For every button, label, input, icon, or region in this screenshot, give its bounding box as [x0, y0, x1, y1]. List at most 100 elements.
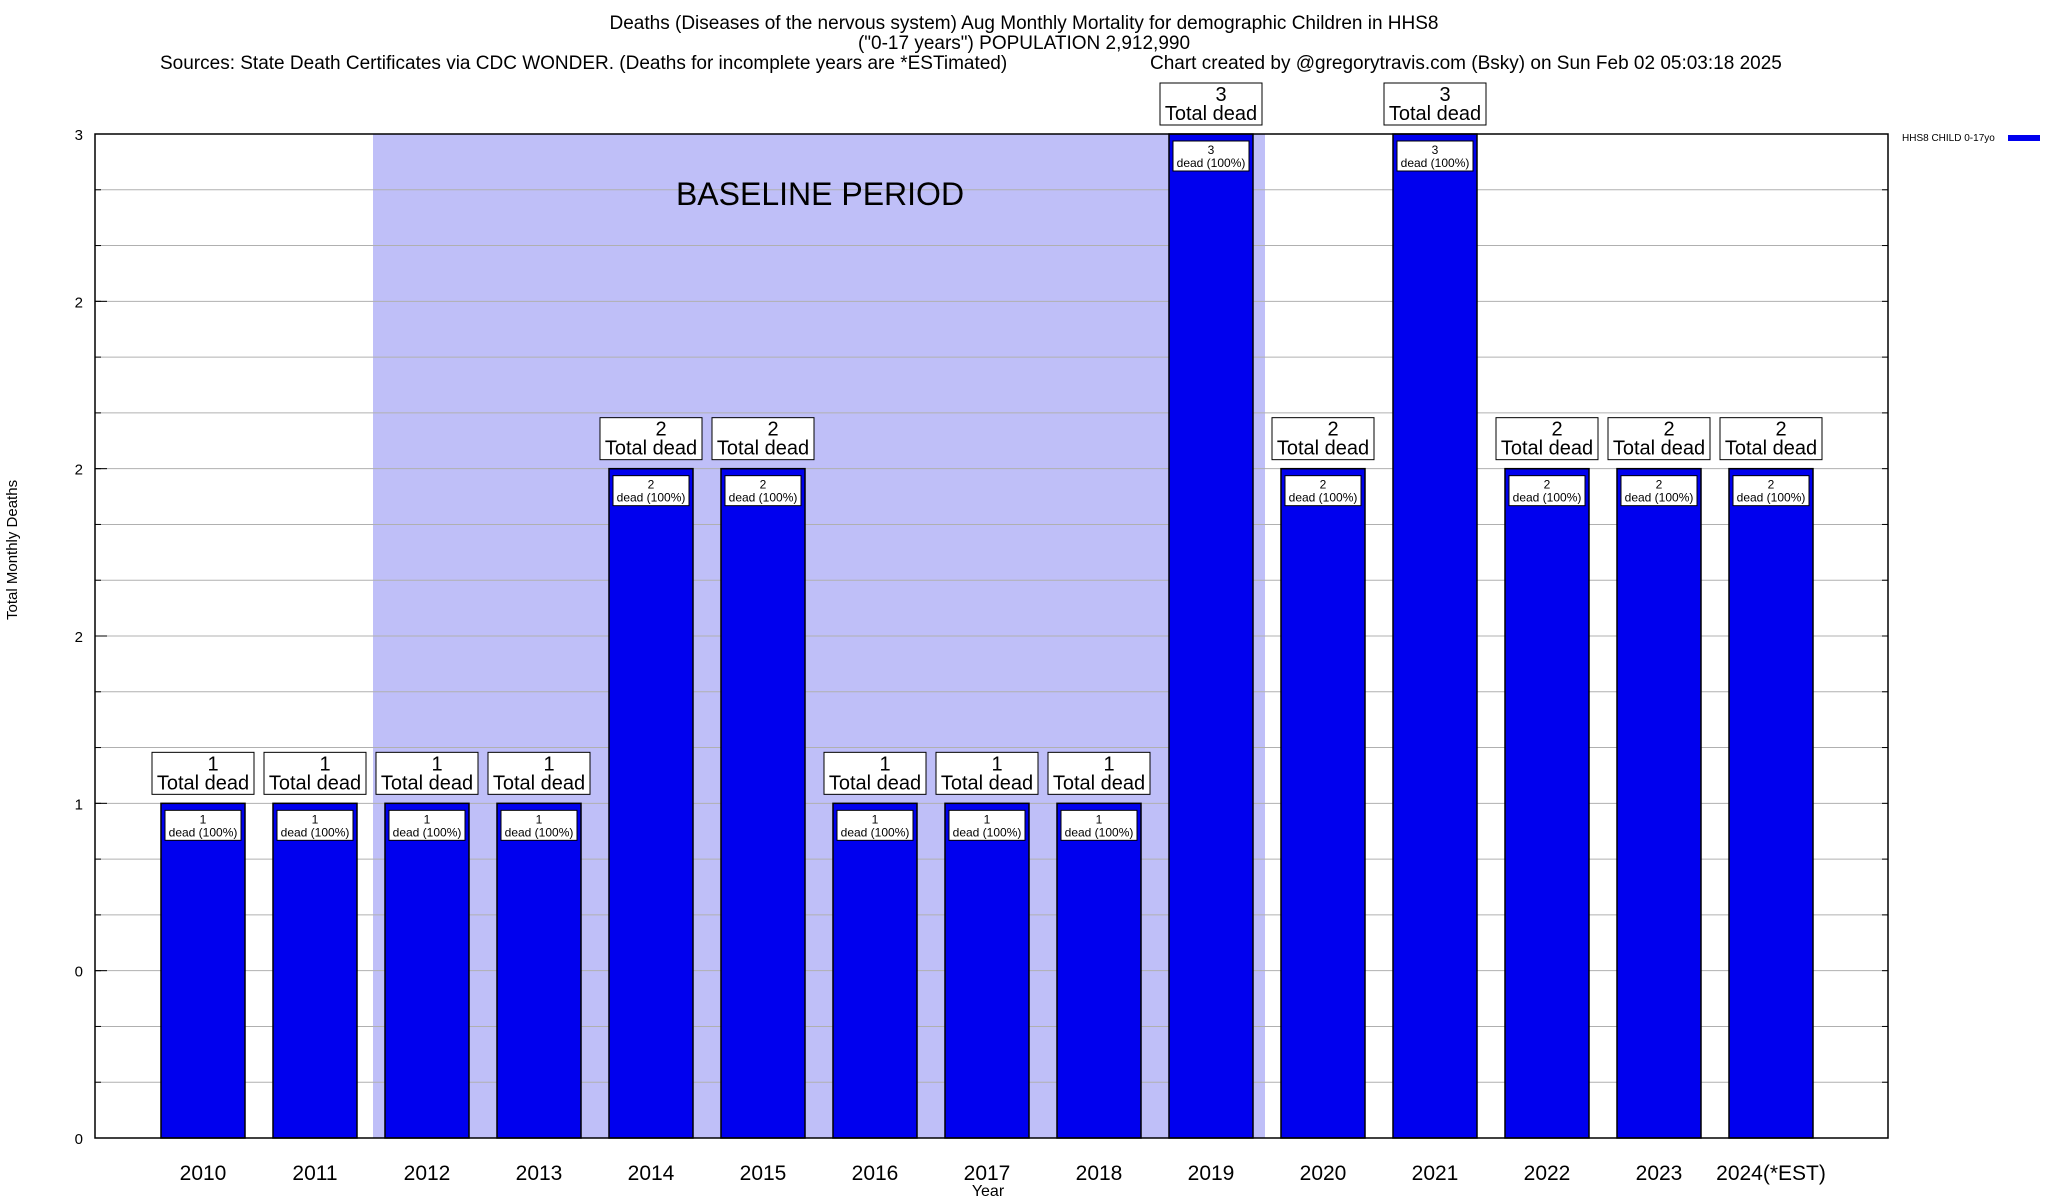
- total-dead-label: Total dead: [1389, 103, 1481, 125]
- y-tick-label: 1: [75, 796, 83, 813]
- bar: [1616, 467, 1702, 1139]
- bar: [1168, 133, 1254, 1139]
- total-dead-label: Total dead: [1053, 772, 1145, 794]
- bar-inner-pct: dead (100%): [953, 825, 1022, 839]
- bar: [720, 467, 806, 1139]
- total-dead-count: 2: [1663, 419, 1674, 441]
- legend-label: HHS8 CHILD 0-17yo: [1902, 133, 1995, 144]
- total-dead-box: [1495, 417, 1599, 461]
- bar-inner-count: 2: [648, 478, 655, 492]
- total-dead-box: [487, 751, 591, 795]
- bar-inner-label-box: [1620, 475, 1698, 507]
- x-tick-label: 2024(*EST): [1716, 1162, 1826, 1185]
- total-dead-box: [375, 751, 479, 795]
- bar: [1504, 467, 1590, 1139]
- total-dead-count: 2: [767, 419, 778, 441]
- total-dead-box: [1607, 417, 1711, 461]
- bar-inner-label-box: [836, 809, 914, 841]
- chart-source: Sources: State Death Certificates via CD…: [160, 53, 1008, 74]
- total-dead-count: 1: [879, 753, 890, 775]
- x-tick-label: 2021: [1412, 1162, 1459, 1185]
- bar: [384, 802, 470, 1139]
- y-tick-label: 2: [75, 294, 83, 311]
- bar-inner-label-box: [500, 809, 578, 841]
- bar-inner-label-box: [388, 809, 466, 841]
- bar-inner-pct: dead (100%): [841, 825, 910, 839]
- bar-inner-label-box: [276, 809, 354, 841]
- x-tick-label: 2012: [404, 1162, 451, 1185]
- bar-inner-count: 2: [760, 478, 767, 492]
- bar-inner-count: 1: [536, 812, 543, 826]
- y-tick-label: 0: [75, 1131, 83, 1148]
- total-dead-count: 1: [431, 753, 442, 775]
- bar: [496, 802, 582, 1139]
- bar-inner-pct: dead (100%): [1177, 156, 1246, 170]
- total-dead-count: 1: [319, 753, 330, 775]
- total-dead-count: 1: [207, 753, 218, 775]
- total-dead-box: [1159, 82, 1263, 126]
- total-dead-label: Total dead: [1165, 103, 1257, 125]
- chart-subtitle: ("0-17 years") POPULATION 2,912,990: [857, 33, 1191, 54]
- bar-inner-count: 1: [1096, 812, 1103, 826]
- bar-inner-count: 3: [1208, 143, 1215, 157]
- total-dead-label: Total dead: [1613, 438, 1705, 460]
- x-tick-label: 2020: [1300, 1162, 1347, 1185]
- bar: [1280, 467, 1366, 1139]
- total-dead-count: 3: [1439, 84, 1450, 106]
- total-dead-count: 2: [1551, 419, 1562, 441]
- total-dead-box: [1383, 82, 1487, 126]
- bar-inner-label-box: [1284, 475, 1362, 507]
- bar-inner-label-box: [724, 475, 802, 507]
- bar-inner-label-box: [1396, 140, 1474, 172]
- bar-inner-count: 2: [1768, 478, 1775, 492]
- bar: [1392, 133, 1478, 1139]
- x-tick-label: 2017: [964, 1162, 1011, 1185]
- total-dead-box: [1719, 417, 1823, 461]
- bar-inner-pct: dead (100%): [729, 491, 798, 505]
- total-dead-label: Total dead: [941, 772, 1033, 794]
- bar: [944, 802, 1030, 1139]
- x-tick-label: 2014: [628, 1162, 675, 1185]
- total-dead-label: Total dead: [717, 438, 809, 460]
- total-dead-label: Total dead: [493, 772, 585, 794]
- total-dead-box: [823, 751, 927, 795]
- total-dead-label: Total dead: [1277, 438, 1369, 460]
- total-dead-label: Total dead: [269, 772, 361, 794]
- bar-inner-pct: dead (100%): [505, 825, 574, 839]
- total-dead-count: 1: [1103, 753, 1114, 775]
- bar-inner-pct: dead (100%): [1625, 491, 1694, 505]
- x-tick-label: 2022: [1524, 1162, 1571, 1185]
- total-dead-box: [935, 751, 1039, 795]
- total-dead-box: [711, 417, 815, 461]
- bar-inner-count: 1: [984, 812, 991, 826]
- bar: [832, 802, 918, 1139]
- bar-inner-pct: dead (100%): [1737, 491, 1806, 505]
- bar-inner-count: 1: [312, 812, 319, 826]
- total-dead-label: Total dead: [1501, 438, 1593, 460]
- x-axis-label: Year: [972, 1183, 1005, 1200]
- bar-inner-count: 3: [1432, 143, 1439, 157]
- x-tick-label: 2016: [852, 1162, 899, 1185]
- x-tick-label: 2023: [1636, 1162, 1683, 1185]
- bar-inner-count: 2: [1544, 478, 1551, 492]
- bar-inner-count: 2: [1656, 478, 1663, 492]
- bar: [608, 467, 694, 1139]
- bar-inner-label-box: [1172, 140, 1250, 172]
- total-dead-count: 2: [655, 419, 666, 441]
- chart-credit: Chart created by @gregorytravis.com (Bsk…: [1150, 53, 1782, 74]
- x-tick-label: 2010: [180, 1162, 227, 1185]
- bar-inner-label-box: [1060, 809, 1138, 841]
- bar-inner-label-box: [612, 475, 690, 507]
- y-tick-label: 2: [75, 629, 83, 646]
- total-dead-box: [1047, 751, 1151, 795]
- bar-inner-pct: dead (100%): [1065, 825, 1134, 839]
- total-dead-count: 2: [1327, 419, 1338, 441]
- bar-inner-pct: dead (100%): [393, 825, 462, 839]
- y-tick-label: 0: [75, 964, 83, 981]
- x-tick-label: 2013: [516, 1162, 563, 1185]
- bar-inner-pct: dead (100%): [1289, 491, 1358, 505]
- total-dead-label: Total dead: [829, 772, 921, 794]
- y-tick-label: 2: [75, 462, 83, 479]
- total-dead-count: 3: [1215, 84, 1226, 106]
